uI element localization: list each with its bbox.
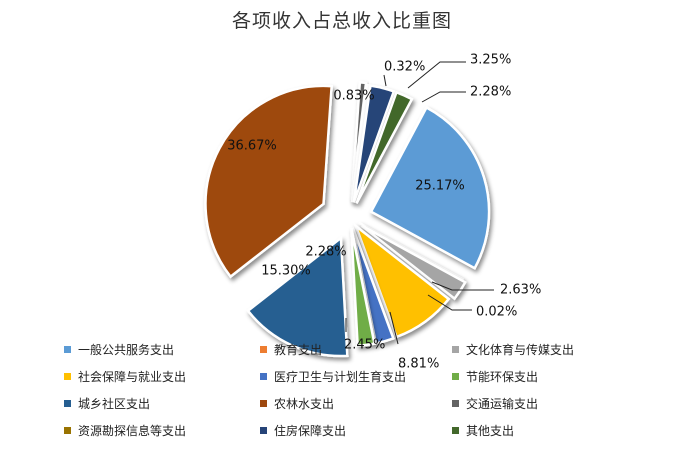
pie-slice <box>350 83 371 203</box>
data-label: 2.28% <box>470 85 511 100</box>
leader-line <box>407 61 466 89</box>
leader-line <box>431 281 494 291</box>
pie-slice <box>351 227 395 345</box>
legend-swatch <box>260 427 267 434</box>
legend-swatch <box>260 400 267 407</box>
legend-label: 节能环保支出 <box>466 370 539 384</box>
pie-slice <box>350 227 376 348</box>
data-label: 2.28% <box>305 245 346 260</box>
legend-label: 资源勘探信息等支出 <box>78 424 187 438</box>
leader-line <box>421 91 466 103</box>
legend-item: 住房保障支出 <box>260 424 346 438</box>
leader-lines <box>345 61 494 345</box>
pie-slice <box>352 84 396 203</box>
legend-label: 交通运输支出 <box>466 397 539 411</box>
leader-line <box>427 294 472 311</box>
data-label: 0.83% <box>333 89 374 104</box>
legend-item: 一般公共服务支出 <box>64 343 174 357</box>
chart-title: 各项收入占总收入比重图 <box>231 10 452 32</box>
legend-swatch <box>64 373 71 380</box>
data-label: 2.45% <box>344 338 385 353</box>
legend-swatch <box>64 346 71 353</box>
pie-slice <box>204 84 333 279</box>
legend-item: 城乡社区支出 <box>64 397 150 411</box>
legend-swatch <box>64 427 71 434</box>
legend-item: 社会保障与就业支出 <box>64 370 186 384</box>
legend-label: 一般公共服务支出 <box>78 343 175 357</box>
legend-label: 住房保障支出 <box>274 424 347 438</box>
legend-label: 其他支出 <box>466 424 515 438</box>
legend-item: 文化体育与传媒支出 <box>452 343 574 357</box>
data-label: 36.67% <box>227 139 277 154</box>
legend-label: 城乡社区支出 <box>78 397 151 411</box>
data-label: 25.17% <box>415 179 465 194</box>
legend-item: 资源勘探信息等支出 <box>64 424 186 438</box>
data-label: 2.63% <box>500 283 541 298</box>
data-label: 15.30% <box>261 264 311 279</box>
pie-slice <box>355 90 414 204</box>
legend-swatch <box>452 400 459 407</box>
legend-swatch <box>452 346 459 353</box>
legend-swatch <box>64 400 71 407</box>
legend-label: 教育支出 <box>274 343 323 357</box>
legend-swatch <box>260 346 267 353</box>
pie-slices <box>204 81 491 358</box>
legend-swatch <box>452 373 459 380</box>
pie-slice <box>360 224 467 301</box>
data-labels: 25.17% 0.02% 2.63% 8.81% 2.45% 2.28% 15.30% 36.… <box>227 53 541 372</box>
legend-label: 农林水支出 <box>274 397 335 411</box>
legend-swatch <box>260 373 267 380</box>
pie-slice <box>246 235 349 358</box>
data-label: 3.25% <box>470 53 511 68</box>
legend-label: 文化体育与传媒支出 <box>466 343 575 357</box>
legend-item: 节能环保支出 <box>452 370 538 384</box>
data-label: 8.81% <box>398 357 439 372</box>
pie-slice <box>369 105 491 270</box>
legend-label: 医疗卫生与计划生育支出 <box>274 370 407 384</box>
leader-line <box>389 311 399 345</box>
legend-item: 交通运输支出 <box>452 397 538 411</box>
legend-label: 社会保障与就业支出 <box>78 370 187 384</box>
legend-item: 农林水支出 <box>260 397 334 411</box>
legend-swatch <box>452 427 459 434</box>
data-label: 0.32% <box>384 60 425 75</box>
legend-item: 医疗卫生与计划生育支出 <box>260 370 406 384</box>
data-label: 0.02% <box>476 305 517 320</box>
legend-item: 其他支出 <box>452 424 514 438</box>
legend-item: 教育支出 <box>260 343 322 357</box>
leader-line <box>383 74 387 87</box>
